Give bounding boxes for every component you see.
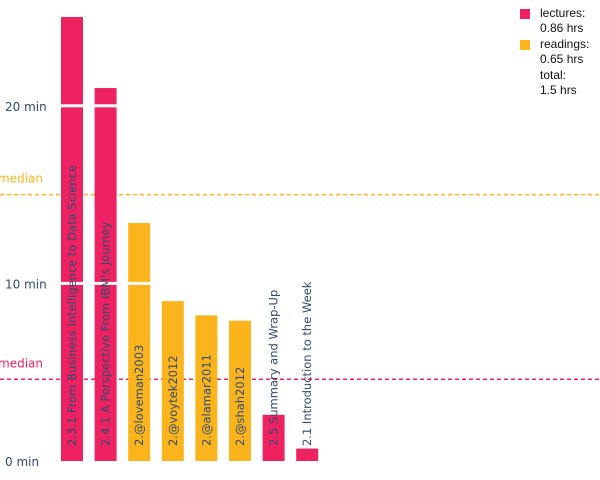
bar-gap xyxy=(61,104,83,108)
bar-2 xyxy=(94,88,117,461)
bar-gap xyxy=(94,281,117,285)
bar-label-8: 2.1 Introduction to the Week xyxy=(300,281,314,446)
bar-gap xyxy=(94,104,117,108)
legend: lectures: 0.86 hrs readings: 0.65 hrs to… xyxy=(520,6,589,98)
y-tick-label: 10 min xyxy=(5,277,47,291)
bar-5 xyxy=(195,315,218,461)
legend-item-readings: readings: 0.65 hrs xyxy=(520,37,589,67)
bar-label-3: 2.@loveman2003 xyxy=(132,345,146,446)
legend-readings-label: readings: xyxy=(540,37,590,51)
legend-readings-hours: 0.65 hrs xyxy=(540,52,584,66)
bar-label-1: 2.3.1 From Business Intelligence to Data… xyxy=(65,165,79,446)
bar-label-6: 2.@shah2012 xyxy=(233,367,247,446)
bar-gap xyxy=(128,281,151,285)
bar-7 xyxy=(262,414,285,461)
legend-swatch-readings xyxy=(520,40,530,50)
median-label-lectures: median xyxy=(0,356,43,370)
legend-total: total: 1.5 hrs xyxy=(540,68,589,98)
median-label-readings: median xyxy=(0,172,43,186)
legend-total-hours: 1.5 hrs xyxy=(540,83,577,97)
bar-label-4: 2.@voytek2012 xyxy=(166,355,180,446)
legend-lectures-hours: 0.86 hrs xyxy=(540,21,584,35)
bar-label-5: 2.@alamar2011 xyxy=(199,354,213,446)
bar-1 xyxy=(61,17,83,461)
bar-4 xyxy=(161,301,184,461)
bar-label-7: 2.5 Summary and Wrap-Up xyxy=(267,290,281,446)
bar-label-2: 2.4.1 A Perspective From IBM's Journey xyxy=(99,222,113,446)
legend-text-lectures: lectures: 0.86 hrs xyxy=(540,6,585,36)
bar-6 xyxy=(229,320,251,461)
legend-lectures-label: lectures: xyxy=(540,6,586,20)
y-tick-label: 0 min xyxy=(5,455,39,469)
legend-text-readings: readings: 0.65 hrs xyxy=(540,37,589,67)
y-axis-ticks: 0 min 10 min 20 min xyxy=(5,100,47,469)
y-tick-label: 20 min xyxy=(5,100,47,114)
legend-item-lectures: lectures: 0.86 hrs xyxy=(520,6,589,36)
bars xyxy=(61,17,319,461)
legend-swatch-lectures xyxy=(520,9,530,19)
bar-8 xyxy=(296,448,319,461)
bar-gap xyxy=(61,281,83,285)
legend-total-label: total: xyxy=(540,68,567,82)
bar-labels: 2.3.1 From Business Intelligence to Data… xyxy=(65,165,314,446)
